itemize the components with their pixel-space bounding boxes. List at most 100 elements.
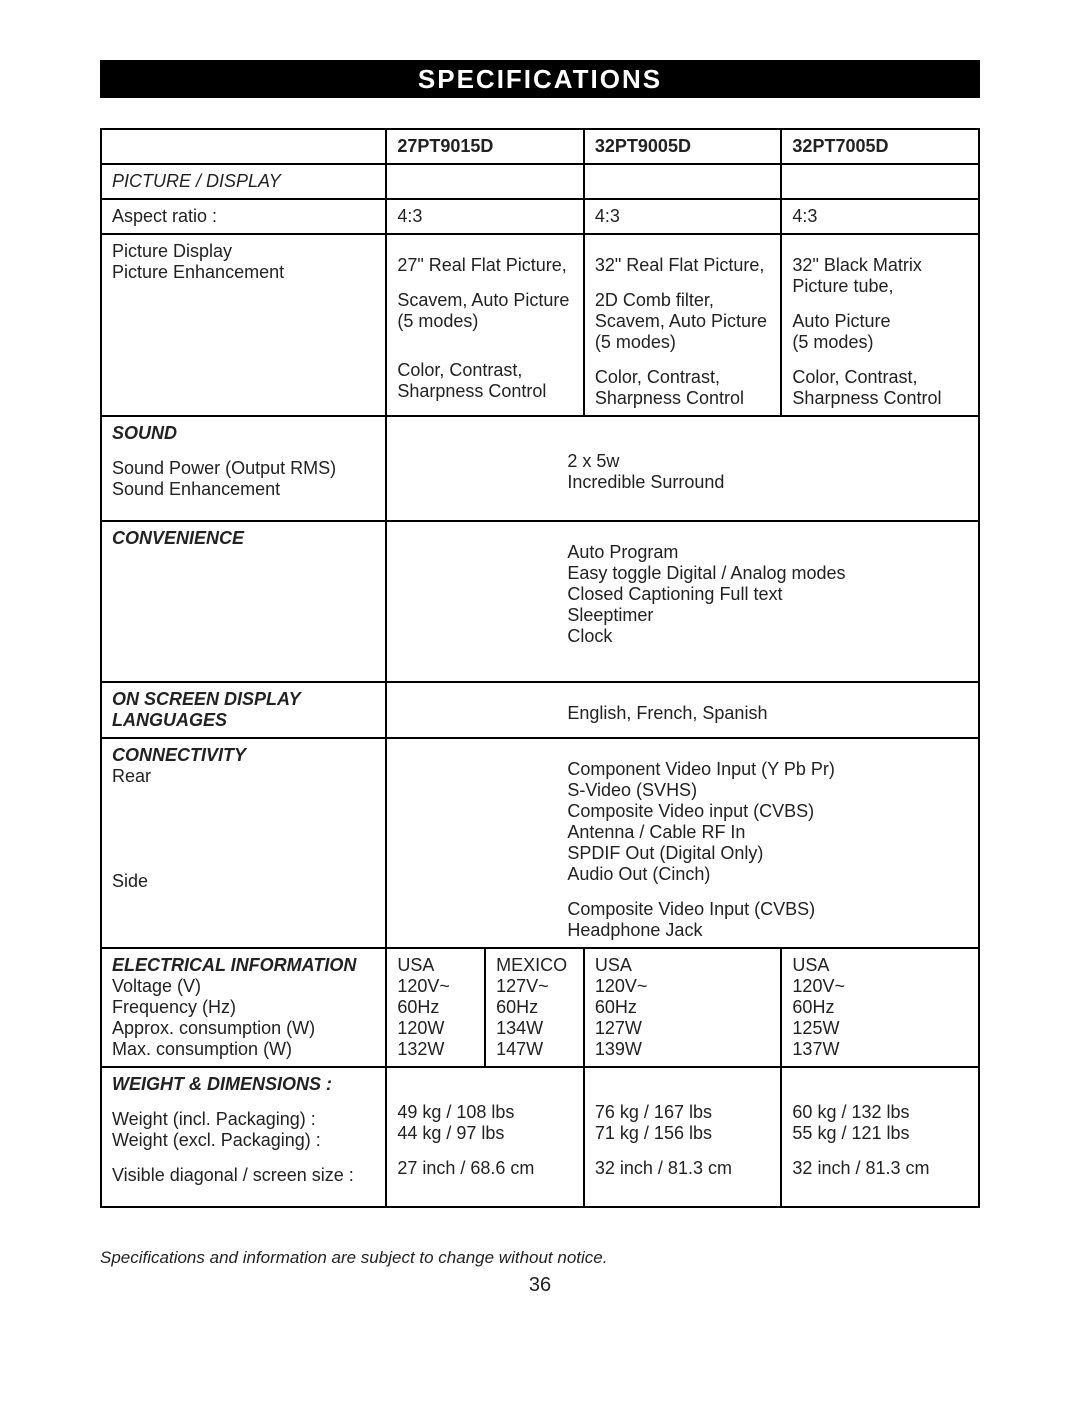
convenience-row: CONVENIENCE Auto Program Easy toggle Dig…: [101, 521, 979, 682]
pd-m1-l3: Color, Contrast, Sharpness Control: [397, 360, 573, 402]
pd-m3-l3: (5 modes): [792, 332, 968, 353]
aspect-ratio-m1: 4:3: [386, 199, 584, 234]
voltage-c1b: 127V~: [496, 976, 549, 996]
elec-c2: USA 120V~ 60Hz 127W 139W: [584, 948, 782, 1067]
max-c3: 137W: [792, 1039, 839, 1059]
max-c1b: 147W: [496, 1039, 543, 1059]
sound-enhancement-label: Sound Enhancement: [112, 479, 280, 499]
sound-enhancement-value: Incredible Surround: [567, 472, 724, 492]
aspect-ratio-row: Aspect ratio : 4:3 4:3 4:3: [101, 199, 979, 234]
connectivity-values: Component Video Input (Y Pb Pr) S-Video …: [386, 738, 979, 948]
freq-c1a: 60Hz: [397, 997, 439, 1017]
approx-c2: 127W: [595, 1018, 642, 1038]
connectivity-left: CONNECTIVITY Rear Side: [101, 738, 386, 948]
screen-label: Visible diagonal / screen size :: [112, 1165, 354, 1185]
w-excl-label: Weight (excl. Packaging) :: [112, 1130, 321, 1150]
w-incl-m2: 76 kg / 167 lbs: [595, 1102, 712, 1122]
max-c2: 139W: [595, 1039, 642, 1059]
osd-row: ON SCREEN DISPLAY LANGUAGES English, Fre…: [101, 682, 979, 738]
max-label: Max. consumption (W): [112, 1039, 292, 1059]
w-excl-m1: 44 kg / 97 lbs: [397, 1123, 504, 1143]
aspect-ratio-m2: 4:3: [584, 199, 782, 234]
wd-m1: 49 kg / 108 lbs 44 kg / 97 lbs 27 inch /…: [386, 1067, 584, 1207]
pd-blank2: [584, 164, 782, 199]
elec-c3: USA 120V~ 60Hz 125W 137W: [781, 948, 979, 1067]
wd-left: WEIGHT & DIMENSIONS : Weight (incl. Pack…: [101, 1067, 386, 1207]
picture-display-text: Picture Display: [112, 241, 232, 261]
pd-m2: 32" Real Flat Picture, 2D Comb filter, S…: [584, 234, 782, 416]
model-1: 27PT9015D: [386, 129, 584, 164]
sound-power-value: 2 x 5w: [567, 451, 619, 471]
conn-s2: Headphone Jack: [567, 920, 702, 940]
sound-values: 2 x 5w Incredible Surround: [386, 416, 979, 521]
elec-c1b: MEXICO 127V~ 60Hz 134W 147W: [485, 948, 584, 1067]
rear-label: Rear: [112, 766, 151, 786]
pd-blank3: [781, 164, 979, 199]
screen-m3: 32 inch / 81.3 cm: [792, 1158, 929, 1178]
osd-value-cell: English, French, Spanish: [386, 682, 979, 738]
pd-m1-l1: 27" Real Flat Picture,: [397, 255, 573, 276]
spec-table: 27PT9015D 32PT9005D 32PT7005D PICTURE / …: [100, 128, 980, 1208]
picture-enhancement-text: Picture Enhancement: [112, 262, 284, 282]
picture-display-label: PICTURE / DISPLAY: [101, 164, 386, 199]
convenience-label: CONVENIENCE: [112, 528, 244, 548]
conn-r4: Antenna / Cable RF In: [567, 822, 745, 842]
pd-m3-l1: 32" Black Matrix Picture tube,: [792, 255, 968, 297]
footnote: Specifications and information are subje…: [100, 1248, 980, 1268]
approx-c3: 125W: [792, 1018, 839, 1038]
elec-head-c3: USA: [792, 955, 829, 975]
model-header-row: 27PT9015D 32PT9005D 32PT7005D: [101, 129, 979, 164]
screen-m1: 27 inch / 68.6 cm: [397, 1158, 534, 1178]
conn-r1: Component Video Input (Y Pb Pr): [567, 759, 835, 779]
screen-m2: 32 inch / 81.3 cm: [595, 1158, 732, 1178]
side-label: Side: [112, 871, 148, 891]
max-c1a: 132W: [397, 1039, 444, 1059]
sound-left: SOUND Sound Power (Output RMS) Sound Enh…: [101, 416, 386, 521]
wd-label: WEIGHT & DIMENSIONS :: [112, 1074, 332, 1094]
page-number: 36: [100, 1274, 980, 1297]
freq-c1b: 60Hz: [496, 997, 538, 1017]
osd-label: ON SCREEN DISPLAY LANGUAGES: [112, 689, 300, 730]
voltage-c1a: 120V~: [397, 976, 450, 996]
sound-power-label: Sound Power (Output RMS): [112, 458, 336, 478]
electrical-row: ELECTRICAL INFORMATION Voltage (V) Frequ…: [101, 948, 979, 1067]
freq-c2: 60Hz: [595, 997, 637, 1017]
conv-l4: Sleeptimer: [567, 605, 653, 625]
convenience-values: Auto Program Easy toggle Digital / Analo…: [386, 521, 979, 682]
picture-enhancement-labels: Picture Display Picture Enhancement: [101, 234, 386, 416]
wd-m2: 76 kg / 167 lbs 71 kg / 156 lbs 32 inch …: [584, 1067, 782, 1207]
conn-s1: Composite Video Input (CVBS): [567, 899, 815, 919]
conn-r3: Composite Video input (CVBS): [567, 801, 814, 821]
elec-head-c1a: USA: [397, 955, 434, 975]
conn-r2: S-Video (SVHS): [567, 780, 697, 800]
convenience-left: CONVENIENCE: [101, 521, 386, 682]
connectivity-row: CONNECTIVITY Rear Side Component Video I…: [101, 738, 979, 948]
pd-m1: 27" Real Flat Picture, Scavem, Auto Pict…: [386, 234, 584, 416]
w-incl-label: Weight (incl. Packaging) :: [112, 1109, 316, 1129]
conv-l2: Easy toggle Digital / Analog modes: [567, 563, 845, 583]
sound-label: SOUND: [112, 423, 177, 443]
voltage-c3: 120V~: [792, 976, 845, 996]
conn-r5: SPDIF Out (Digital Only): [567, 843, 763, 863]
pd-m2-l1: 32" Real Flat Picture,: [595, 255, 771, 276]
conv-l5: Clock: [567, 626, 612, 646]
approx-label: Approx. consumption (W): [112, 1018, 315, 1038]
conv-l1: Auto Program: [567, 542, 678, 562]
model-3: 32PT7005D: [781, 129, 979, 164]
connectivity-label: CONNECTIVITY: [112, 745, 246, 765]
model-2: 32PT9005D: [584, 129, 782, 164]
sound-row: SOUND Sound Power (Output RMS) Sound Enh…: [101, 416, 979, 521]
elec-head-c2: USA: [595, 955, 632, 975]
approx-c1a: 120W: [397, 1018, 444, 1038]
pd-m3-l2: Auto Picture: [792, 311, 968, 332]
electrical-left: ELECTRICAL INFORMATION Voltage (V) Frequ…: [101, 948, 386, 1067]
w-incl-m1: 49 kg / 108 lbs: [397, 1102, 514, 1122]
aspect-ratio-label: Aspect ratio :: [101, 199, 386, 234]
osd-value: English, French, Spanish: [567, 703, 767, 723]
picture-display-header-row: PICTURE / DISPLAY: [101, 164, 979, 199]
osd-left: ON SCREEN DISPLAY LANGUAGES: [101, 682, 386, 738]
w-excl-m3: 55 kg / 121 lbs: [792, 1123, 909, 1143]
weight-dimensions-row: WEIGHT & DIMENSIONS : Weight (incl. Pack…: [101, 1067, 979, 1207]
title-band: SPECIFICATIONS: [100, 60, 980, 98]
pd-blank1: [386, 164, 584, 199]
